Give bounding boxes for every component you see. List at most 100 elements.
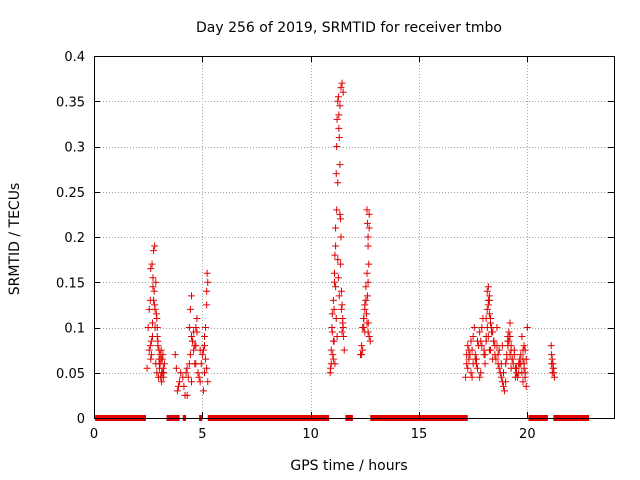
data-point — [506, 351, 514, 359]
data-point — [550, 373, 558, 381]
data-point — [483, 305, 491, 313]
data-point — [338, 79, 346, 87]
data-point — [339, 88, 347, 96]
data-point — [188, 378, 195, 386]
data-point — [150, 247, 158, 255]
data-point — [203, 301, 211, 309]
data-point — [329, 355, 337, 363]
data-point — [361, 301, 369, 309]
data-point — [365, 333, 373, 341]
data-point — [199, 387, 207, 395]
data-point — [469, 360, 477, 368]
data-point — [470, 324, 478, 331]
data-point — [334, 256, 342, 264]
data-point — [474, 337, 481, 345]
data-point — [180, 382, 188, 390]
data-point — [501, 387, 509, 395]
y-tick-label: 0.2 — [64, 231, 85, 246]
data-point — [186, 351, 194, 359]
data-point — [519, 378, 527, 386]
data-point — [157, 346, 165, 354]
data-point — [491, 342, 499, 350]
data-point — [520, 342, 528, 350]
data-point — [331, 278, 338, 286]
data-point — [204, 378, 212, 386]
data-point — [334, 274, 342, 282]
data-point — [338, 301, 346, 309]
data-point — [511, 373, 519, 381]
data-point — [364, 278, 372, 286]
data-point — [173, 387, 181, 395]
x-tick-label: 5 — [198, 427, 206, 442]
data-point — [337, 287, 345, 295]
data-point — [194, 369, 202, 377]
data-point — [521, 369, 529, 377]
data-point — [158, 369, 166, 377]
data-point — [159, 351, 167, 359]
data-point — [150, 287, 158, 295]
data-point — [332, 170, 340, 178]
data-point — [462, 373, 470, 381]
data-point — [337, 260, 345, 268]
data-point — [183, 364, 191, 372]
data-point — [328, 328, 336, 336]
data-point — [333, 143, 341, 150]
data-point — [153, 324, 161, 331]
data-point — [331, 269, 338, 277]
data-point — [192, 324, 200, 331]
data-point — [337, 84, 345, 92]
data-point — [176, 378, 184, 386]
data-point — [517, 351, 525, 359]
data-point — [188, 292, 195, 300]
data-point — [203, 364, 211, 372]
data-point — [339, 319, 347, 327]
data-point — [190, 328, 198, 336]
data-point — [153, 314, 161, 322]
y-tick-label: 0 — [77, 412, 85, 427]
data-point — [497, 360, 505, 368]
data-point — [195, 373, 203, 381]
data-point — [196, 346, 204, 354]
data-point — [502, 378, 510, 386]
data-point — [143, 364, 151, 372]
data-point — [201, 333, 208, 341]
data-point — [151, 305, 159, 313]
data-point — [484, 283, 492, 291]
data-point — [153, 333, 161, 341]
data-point — [155, 360, 163, 368]
data-point — [333, 206, 341, 214]
data-point — [474, 364, 481, 372]
y-tick-label: 0.15 — [56, 276, 85, 291]
data-point — [147, 355, 155, 363]
x-axis-label: GPS time / hours — [290, 458, 407, 474]
data-point — [149, 274, 157, 282]
data-point — [363, 292, 371, 300]
data-point — [334, 93, 342, 101]
data-point — [331, 360, 339, 368]
data-point — [507, 342, 515, 350]
data-point — [186, 305, 194, 313]
data-point — [476, 373, 484, 381]
data-point — [506, 319, 514, 327]
data-points — [143, 79, 558, 399]
data-point — [172, 364, 180, 372]
data-point — [467, 369, 475, 377]
data-point — [364, 242, 372, 250]
data-point — [522, 355, 530, 363]
data-point — [548, 369, 556, 377]
data-point — [336, 161, 344, 169]
data-point — [158, 355, 166, 363]
data-point — [463, 351, 471, 359]
y-tick-label: 0.35 — [56, 95, 85, 110]
data-point — [481, 360, 489, 368]
data-point — [158, 378, 166, 386]
data-point — [476, 328, 484, 336]
data-point — [329, 296, 337, 304]
data-point — [203, 287, 211, 295]
data-point — [365, 224, 373, 232]
data-point — [147, 337, 155, 345]
data-point — [329, 351, 337, 359]
data-point — [482, 314, 490, 322]
data-point — [151, 242, 159, 250]
